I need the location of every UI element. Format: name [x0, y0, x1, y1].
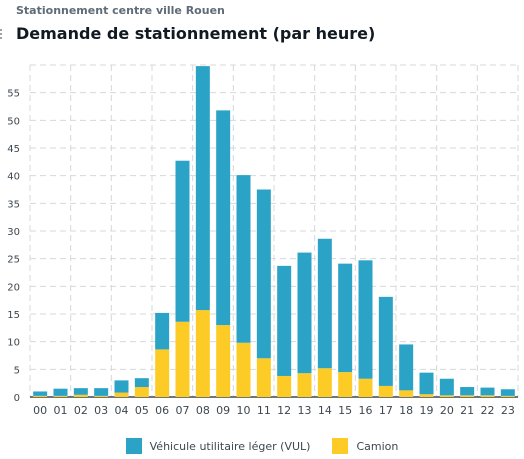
y-tick-label: 35 — [7, 199, 20, 210]
bar-camion — [419, 394, 434, 397]
bar-camion — [134, 387, 149, 397]
legend-item-camion[interactable]: Camion — [332, 438, 398, 454]
bar-vul — [358, 260, 373, 379]
bar-vul — [439, 378, 454, 396]
bar-camion — [297, 373, 312, 397]
bar-vul — [73, 388, 88, 395]
bar-vul — [297, 252, 312, 374]
bar-vul — [399, 344, 414, 391]
bar-camion — [338, 372, 353, 397]
x-tick-label: 04 — [115, 404, 129, 417]
y-tick-label: 40 — [7, 172, 20, 183]
bar-vul — [216, 110, 231, 326]
x-tick-label: 03 — [94, 404, 108, 417]
y-tick-label: 15 — [7, 310, 20, 321]
bar-camion — [277, 375, 292, 397]
bar-camion — [155, 349, 170, 397]
bar-vul — [378, 296, 393, 386]
x-tick-label: 22 — [481, 404, 495, 417]
x-tick-label: 08 — [196, 404, 210, 417]
y-tick-label: 5 — [14, 365, 20, 376]
y-tick-label: 25 — [7, 255, 20, 266]
bar-camion — [256, 358, 271, 397]
x-tick-label: 14 — [318, 404, 332, 417]
bar-vul — [33, 391, 48, 396]
bar-vul — [500, 389, 515, 396]
bar-camion — [399, 390, 414, 397]
bar-vul — [134, 378, 149, 388]
bar-vul — [480, 387, 495, 396]
bar-camion — [33, 395, 48, 397]
chart-title: Demande de stationnement (par heure) — [16, 24, 376, 43]
legend-item-vul[interactable]: Véhicule utilitaire léger (VUL) — [125, 438, 311, 454]
bar-vul — [155, 312, 170, 350]
legend-label-camion: Camion — [356, 439, 399, 453]
bar-vul — [277, 265, 292, 376]
x-tick-label: 15 — [338, 404, 352, 417]
x-tick-label: 18 — [399, 404, 413, 417]
legend-swatch-vul — [125, 438, 142, 454]
x-tick-label: 07 — [176, 404, 190, 417]
bar-camion — [114, 392, 129, 397]
bar-vul — [338, 263, 353, 373]
x-tick-label: 10 — [237, 404, 251, 417]
y-tick-label: 10 — [7, 338, 20, 349]
bar-vul — [94, 388, 109, 396]
bar-camion — [195, 310, 210, 397]
bar-vul — [114, 380, 129, 393]
y-tick-label: 50 — [7, 116, 20, 127]
y-tick-label: 30 — [7, 227, 20, 238]
x-tick-label: 23 — [501, 404, 515, 417]
x-tick-label: 17 — [379, 404, 393, 417]
bar-vul — [460, 387, 475, 396]
y-tick-label: 45 — [7, 144, 20, 155]
bar-vul — [419, 372, 434, 395]
bar-camion — [216, 325, 231, 397]
x-tick-label: 21 — [460, 404, 474, 417]
y-tick-label: 20 — [7, 282, 20, 293]
bar-camion — [378, 385, 393, 397]
y-tick-label: 0 — [14, 393, 20, 404]
bar-vul — [256, 189, 271, 359]
bar-vul — [175, 160, 190, 322]
bar-vul — [236, 175, 251, 343]
chart-legend: Véhicule utilitaire léger (VUL) Camion — [0, 438, 524, 454]
bar-camion — [236, 342, 251, 397]
x-tick-label: 12 — [277, 404, 291, 417]
bar-vul — [317, 238, 332, 369]
x-tick-label: 01 — [54, 404, 68, 417]
x-tick-label: 13 — [298, 404, 312, 417]
legend-swatch-camion — [332, 438, 349, 454]
bar-camion — [317, 368, 332, 397]
bar-camion — [94, 395, 109, 397]
x-tick-label: 02 — [74, 404, 88, 417]
legend-label-vul: Véhicule utilitaire léger (VUL) — [149, 439, 311, 453]
bar-camion — [358, 378, 373, 397]
y-tick-label: 55 — [7, 89, 20, 100]
chart-subtitle: Stationnement centre ville Rouen — [16, 4, 225, 17]
bar-vul — [195, 66, 210, 311]
bar-camion — [439, 395, 454, 397]
x-tick-label: 20 — [440, 404, 454, 417]
drag-handle-icon[interactable] — [0, 29, 3, 41]
bar-vul — [53, 388, 68, 396]
bar-camion — [460, 395, 475, 397]
bar-camion — [73, 394, 88, 397]
x-tick-label: 09 — [216, 404, 230, 417]
bar-camion — [175, 321, 190, 397]
x-tick-label: 11 — [257, 404, 271, 417]
x-tick-label: 19 — [420, 404, 434, 417]
bar-camion — [53, 395, 68, 397]
bar-camion — [480, 395, 495, 397]
x-tick-label: 05 — [135, 404, 149, 417]
x-tick-label: 16 — [359, 404, 373, 417]
x-tick-label: 00 — [33, 404, 47, 417]
x-tick-label: 06 — [155, 404, 169, 417]
bar-camion — [500, 395, 515, 397]
